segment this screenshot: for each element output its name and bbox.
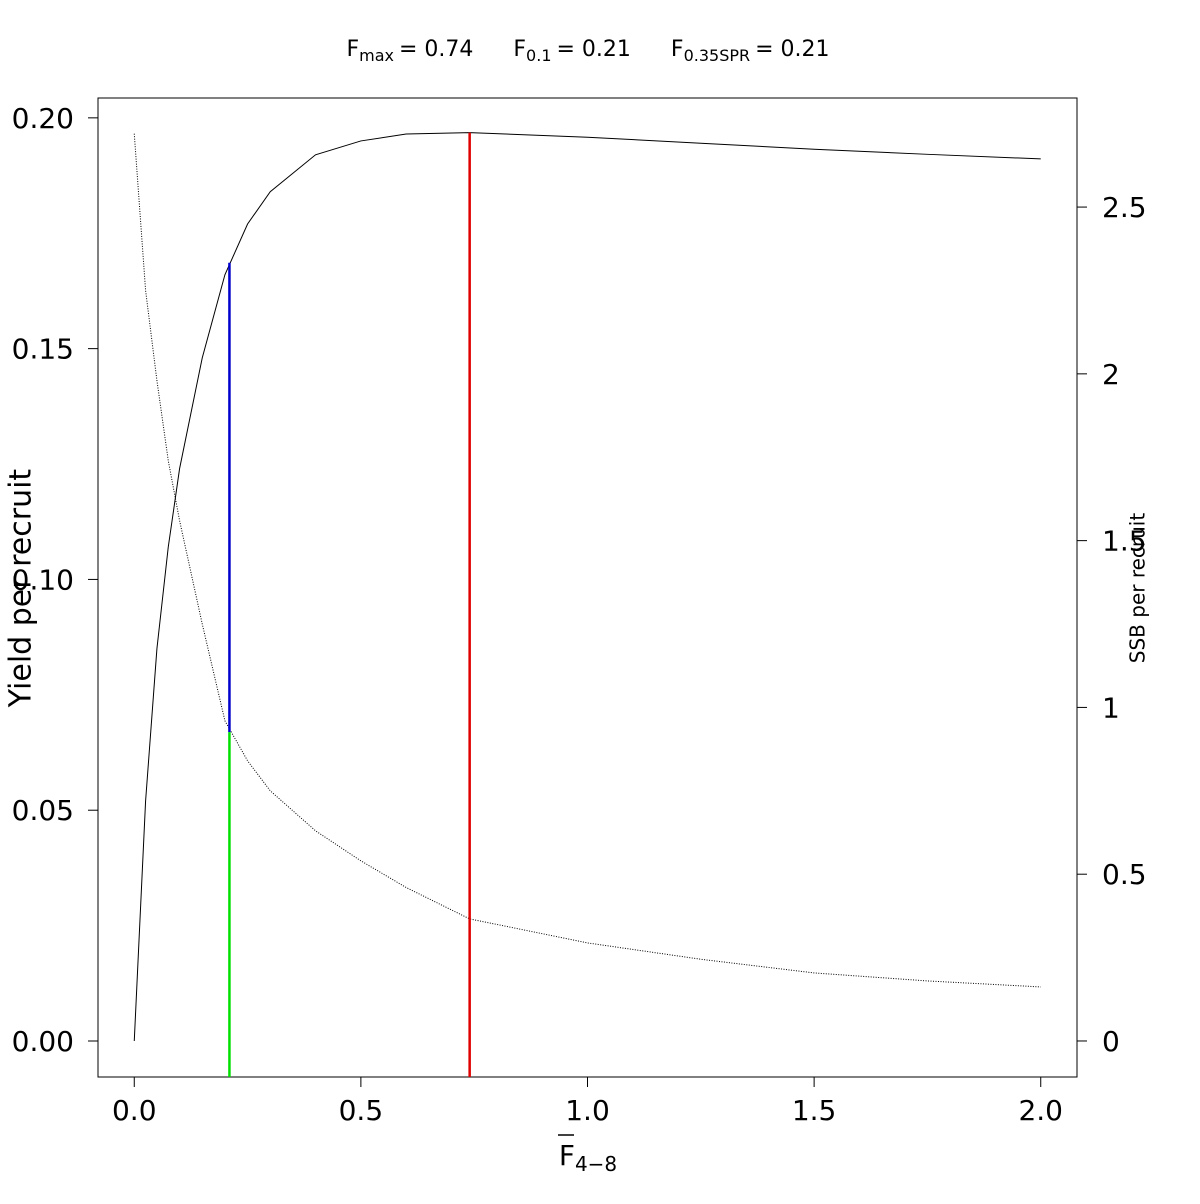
title-symbol: F (671, 37, 684, 62)
chart-title: Fmax = 0.74 F0.1 = 0.21 F0.35SPR = 0.21 (346, 37, 829, 65)
title-subscript: max (359, 46, 394, 65)
y2-tick-label: 0.5 (1102, 858, 1147, 891)
title-value: = 0.74 (399, 37, 473, 62)
x-tick-label: 0.5 (339, 1094, 384, 1127)
title-value: = 0.21 (557, 37, 631, 62)
title-symbol: F (346, 37, 359, 62)
y-tick-label: 0.10 (12, 563, 74, 596)
y2-tick-label: 1.5 (1102, 525, 1147, 558)
y2-tick-label: 0 (1102, 1025, 1120, 1058)
x-tick-label: 0.0 (112, 1094, 157, 1127)
title-subscript: 0.1 (526, 46, 551, 65)
y-tick-label: 0.00 (12, 1025, 74, 1058)
x-tick-label: 1.5 (792, 1094, 837, 1127)
title-value: = 0.21 (755, 37, 829, 62)
y2-tick-label: 2.5 (1102, 191, 1147, 224)
title-subscript: 0.35SPR (684, 46, 751, 65)
y-tick-label: 0.15 (12, 333, 74, 366)
x-label-symbol: F (559, 1139, 575, 1172)
x-tick-label: 1.0 (565, 1094, 610, 1127)
curve (133, 132, 1041, 1042)
y2-axis-label: SSB per recruit (1126, 513, 1150, 664)
title-symbol: F (513, 37, 526, 62)
curve (133, 133, 1041, 988)
x-tick-label: 2.0 (1018, 1094, 1063, 1127)
y2-tick-label: 1 (1102, 691, 1120, 724)
x-axis-label: F4−8 (559, 1139, 617, 1176)
y-axis-label: Yield per recruit (4, 469, 39, 709)
y2-tick-label: 2 (1102, 358, 1120, 391)
y-tick-label: 0.20 (12, 102, 74, 135)
y-tick-label: 0.05 (12, 794, 74, 827)
title-text: Fmax = 0.74 F0.1 = 0.21 F0.35SPR = 0.21 (346, 37, 829, 65)
x-label-subscript: 4−8 (575, 1152, 617, 1176)
plot-frame (97, 97, 1078, 1078)
